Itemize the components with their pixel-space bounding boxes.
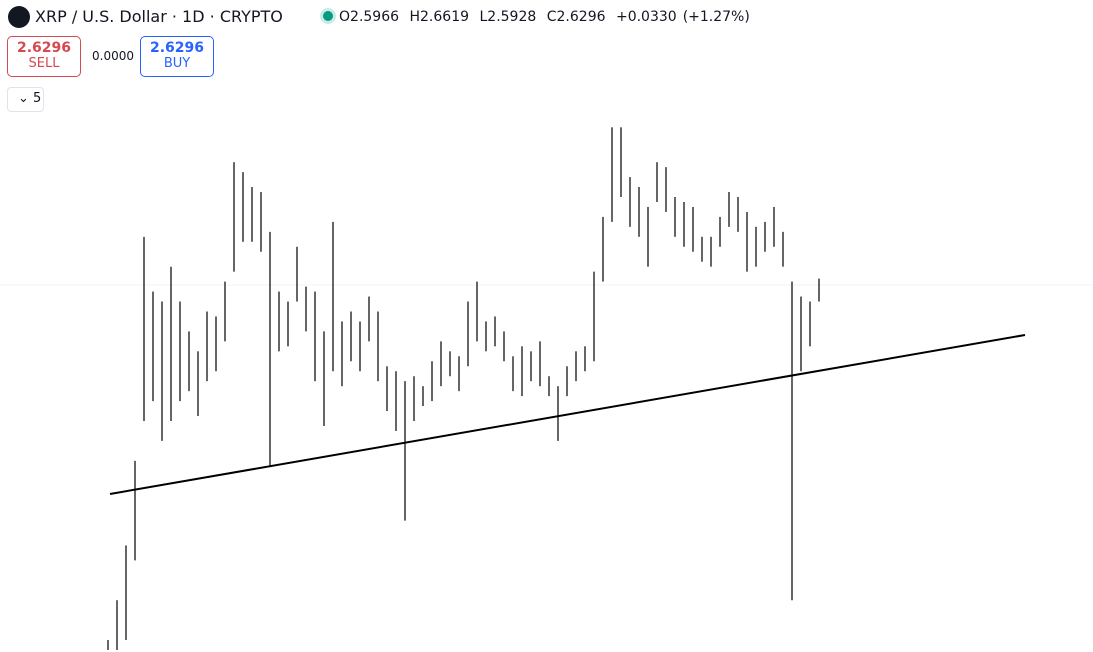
label: O: [339, 9, 351, 25]
spread: 0.0000: [92, 49, 134, 63]
buy-price: 2.6296: [149, 40, 205, 56]
sell-button[interactable]: 2.6296 SELL: [7, 36, 81, 77]
label: C: [546, 9, 557, 25]
value: 2.5966: [350, 9, 400, 25]
value: 2.6296: [556, 9, 606, 25]
sell-label: SELL: [28, 56, 60, 71]
symbol-logo: [8, 6, 30, 28]
indicators-toggle[interactable]: ⌄ 5: [7, 87, 44, 112]
ohlc-legend: O2.5966 H2.6619 L2.5928 C2.6296 +0.0330 (…: [339, 9, 756, 25]
symbol-title[interactable]: XRP / U.S. Dollar · 1D · CRYPTO: [35, 7, 283, 26]
indicator-count: 5: [33, 91, 42, 106]
value: 2.5928: [487, 9, 537, 25]
label: H: [409, 9, 421, 25]
label: L: [479, 9, 488, 25]
sell-price: 2.6296: [16, 40, 72, 56]
value: 2.6619: [420, 9, 470, 25]
buy-label: BUY: [163, 56, 191, 71]
trend-line[interactable]: [109, 334, 1026, 495]
buy-button[interactable]: 2.6296 BUY: [140, 36, 214, 77]
change: +0.0330: [615, 9, 677, 25]
market-status: [323, 11, 333, 21]
change-percent: (+1.27%): [682, 9, 750, 25]
